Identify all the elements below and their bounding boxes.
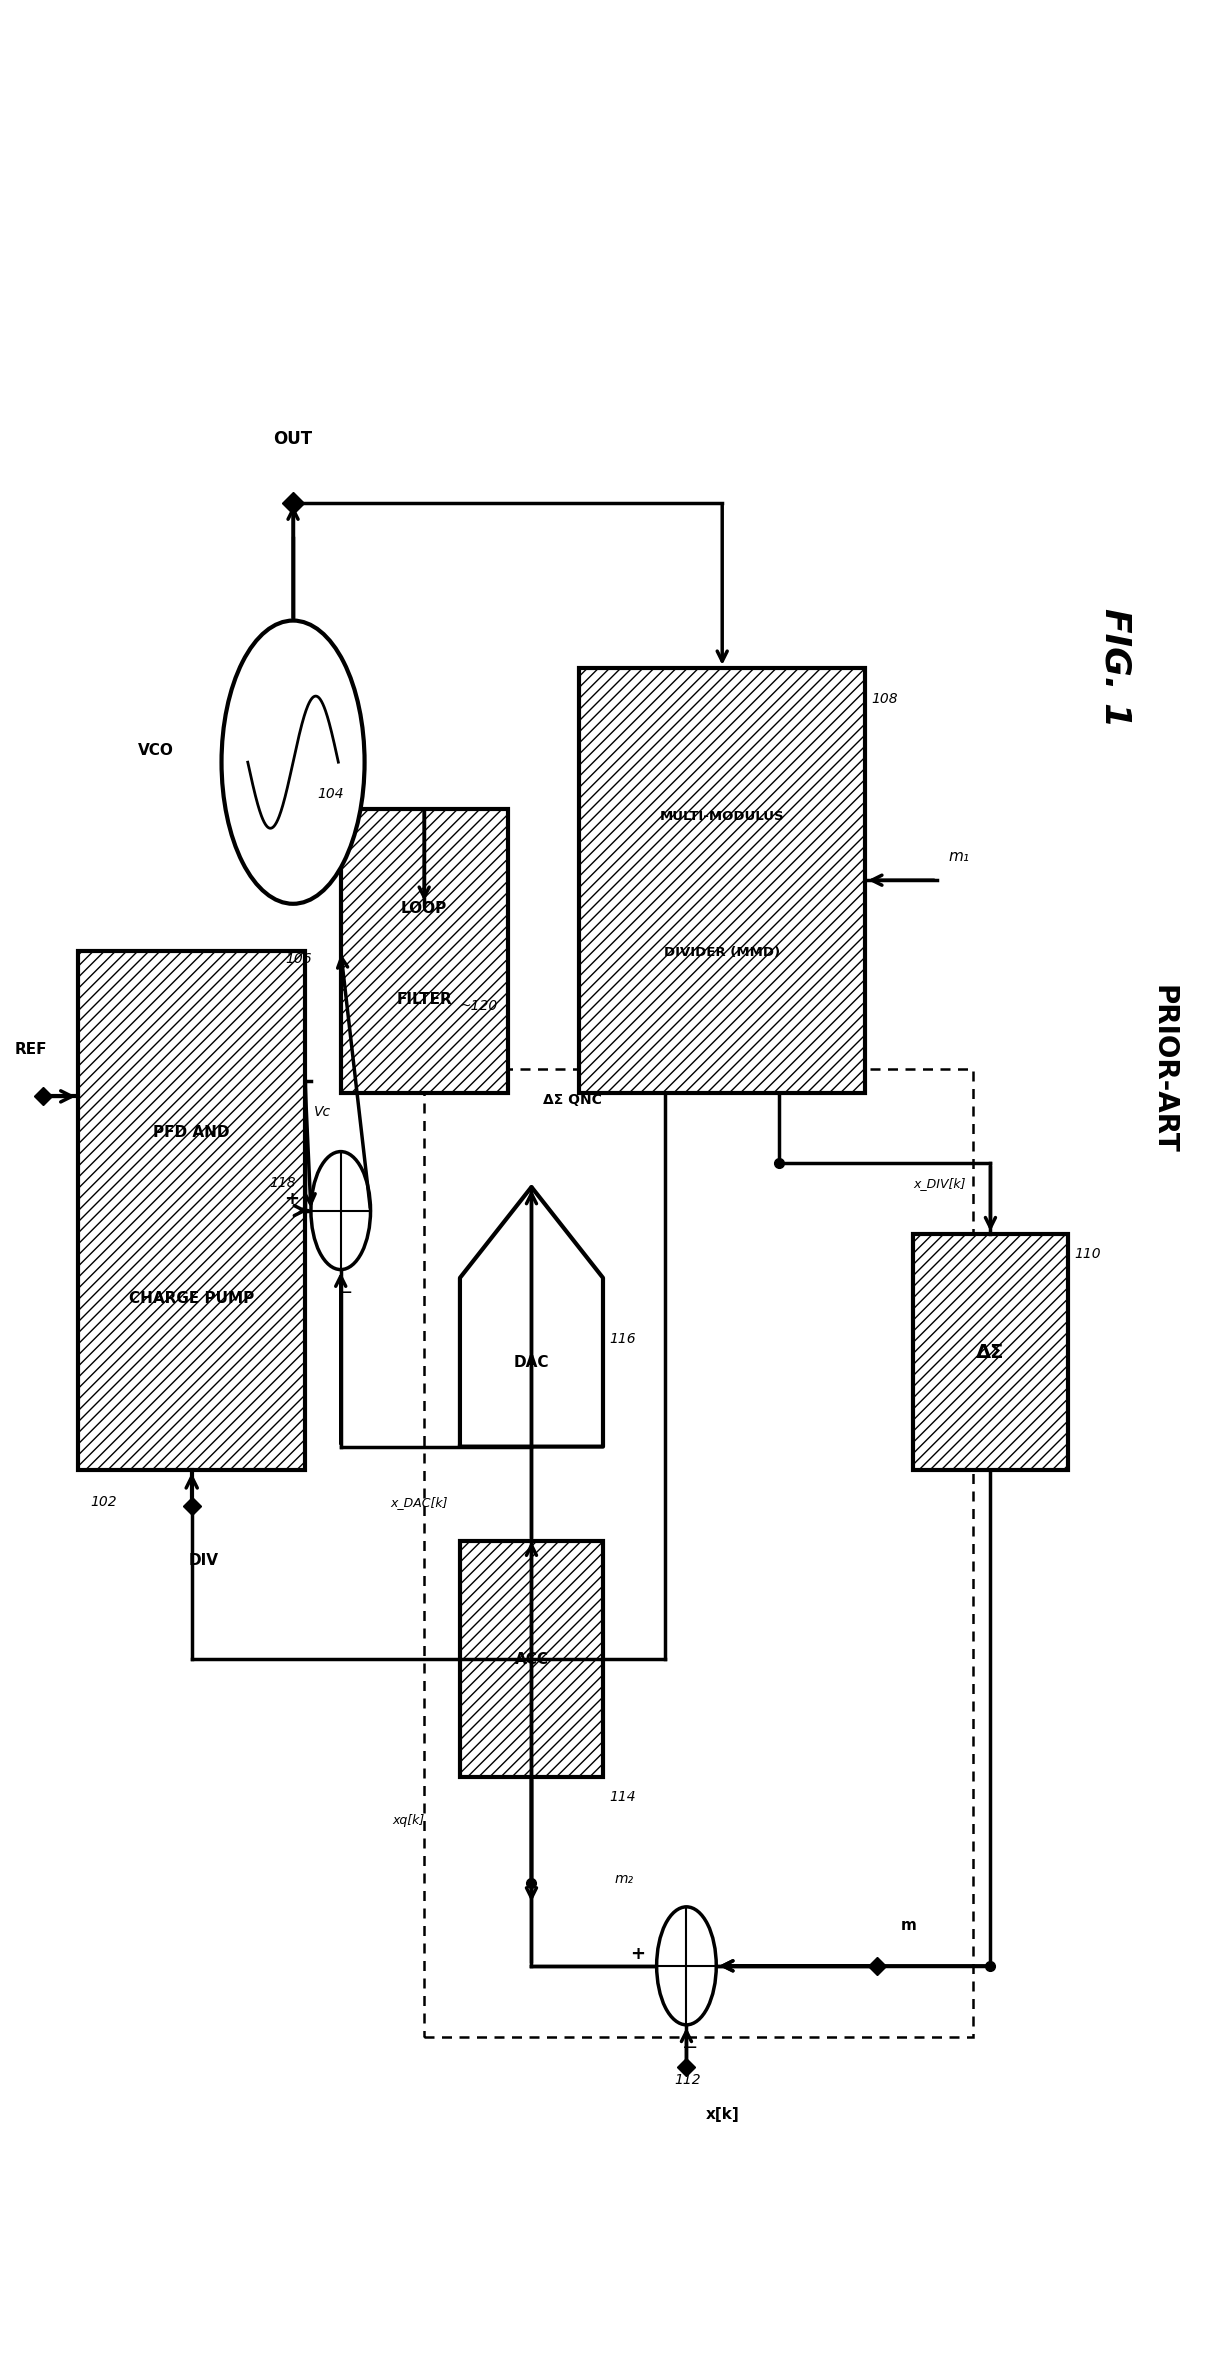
Text: 116: 116	[609, 1332, 636, 1346]
Circle shape	[222, 620, 364, 904]
Bar	[459, 1541, 603, 1778]
Text: OUT: OUT	[274, 430, 312, 449]
Text: xq[k]: xq[k]	[392, 1814, 425, 1828]
Circle shape	[311, 1151, 370, 1270]
Text: 104: 104	[317, 786, 344, 800]
Text: REF: REF	[14, 1042, 47, 1056]
Bar	[579, 667, 865, 1092]
Text: DIV: DIV	[188, 1553, 218, 1567]
Text: ACC: ACC	[515, 1652, 549, 1667]
Text: PFD AND: PFD AND	[153, 1125, 230, 1140]
Text: ΔΣ QNC: ΔΣ QNC	[544, 1094, 602, 1106]
Text: m₂: m₂	[615, 1873, 634, 1887]
Text: +: +	[630, 1944, 645, 1963]
Text: m₁: m₁	[949, 850, 970, 864]
Text: x_DAC[k]: x_DAC[k]	[391, 1496, 447, 1507]
Bar	[425, 1068, 972, 2037]
Bar	[78, 952, 305, 1470]
Bar	[913, 1234, 1069, 1470]
Text: 112: 112	[674, 2073, 701, 2087]
Text: ΔΣ: ΔΣ	[976, 1344, 1005, 1363]
Text: 106: 106	[286, 952, 312, 966]
Text: LOOP: LOOP	[402, 902, 447, 916]
Text: VCO: VCO	[137, 743, 174, 757]
Text: 108: 108	[871, 693, 897, 705]
Text: 110: 110	[1073, 1246, 1101, 1261]
Text: FIG. 1: FIG. 1	[1099, 608, 1132, 726]
Text: 114: 114	[609, 1790, 636, 1804]
Text: PRIOR-ART: PRIOR-ART	[1149, 985, 1177, 1154]
Text: DIVIDER (MMD): DIVIDER (MMD)	[665, 945, 780, 959]
Text: 102: 102	[90, 1496, 117, 1507]
Text: DAC: DAC	[514, 1356, 549, 1370]
Circle shape	[656, 1906, 716, 2025]
Text: x_DIV[k]: x_DIV[k]	[913, 1178, 966, 1189]
Text: MULTI-MODULUS: MULTI-MODULUS	[660, 810, 785, 824]
Bar	[341, 810, 508, 1092]
Text: +: +	[283, 1189, 299, 1208]
Text: CHARGE PUMP: CHARGE PUMP	[129, 1291, 254, 1306]
Text: −: −	[338, 1282, 353, 1301]
Text: FILTER: FILTER	[397, 992, 452, 1007]
Text: 118: 118	[269, 1175, 295, 1189]
Text: m: m	[901, 1918, 917, 1932]
Text: −: −	[681, 2039, 698, 2058]
Text: Vc: Vc	[315, 1106, 332, 1118]
Polygon shape	[459, 1187, 603, 1446]
Text: ~120: ~120	[459, 999, 498, 1014]
Text: x[k]: x[k]	[706, 2108, 739, 2122]
